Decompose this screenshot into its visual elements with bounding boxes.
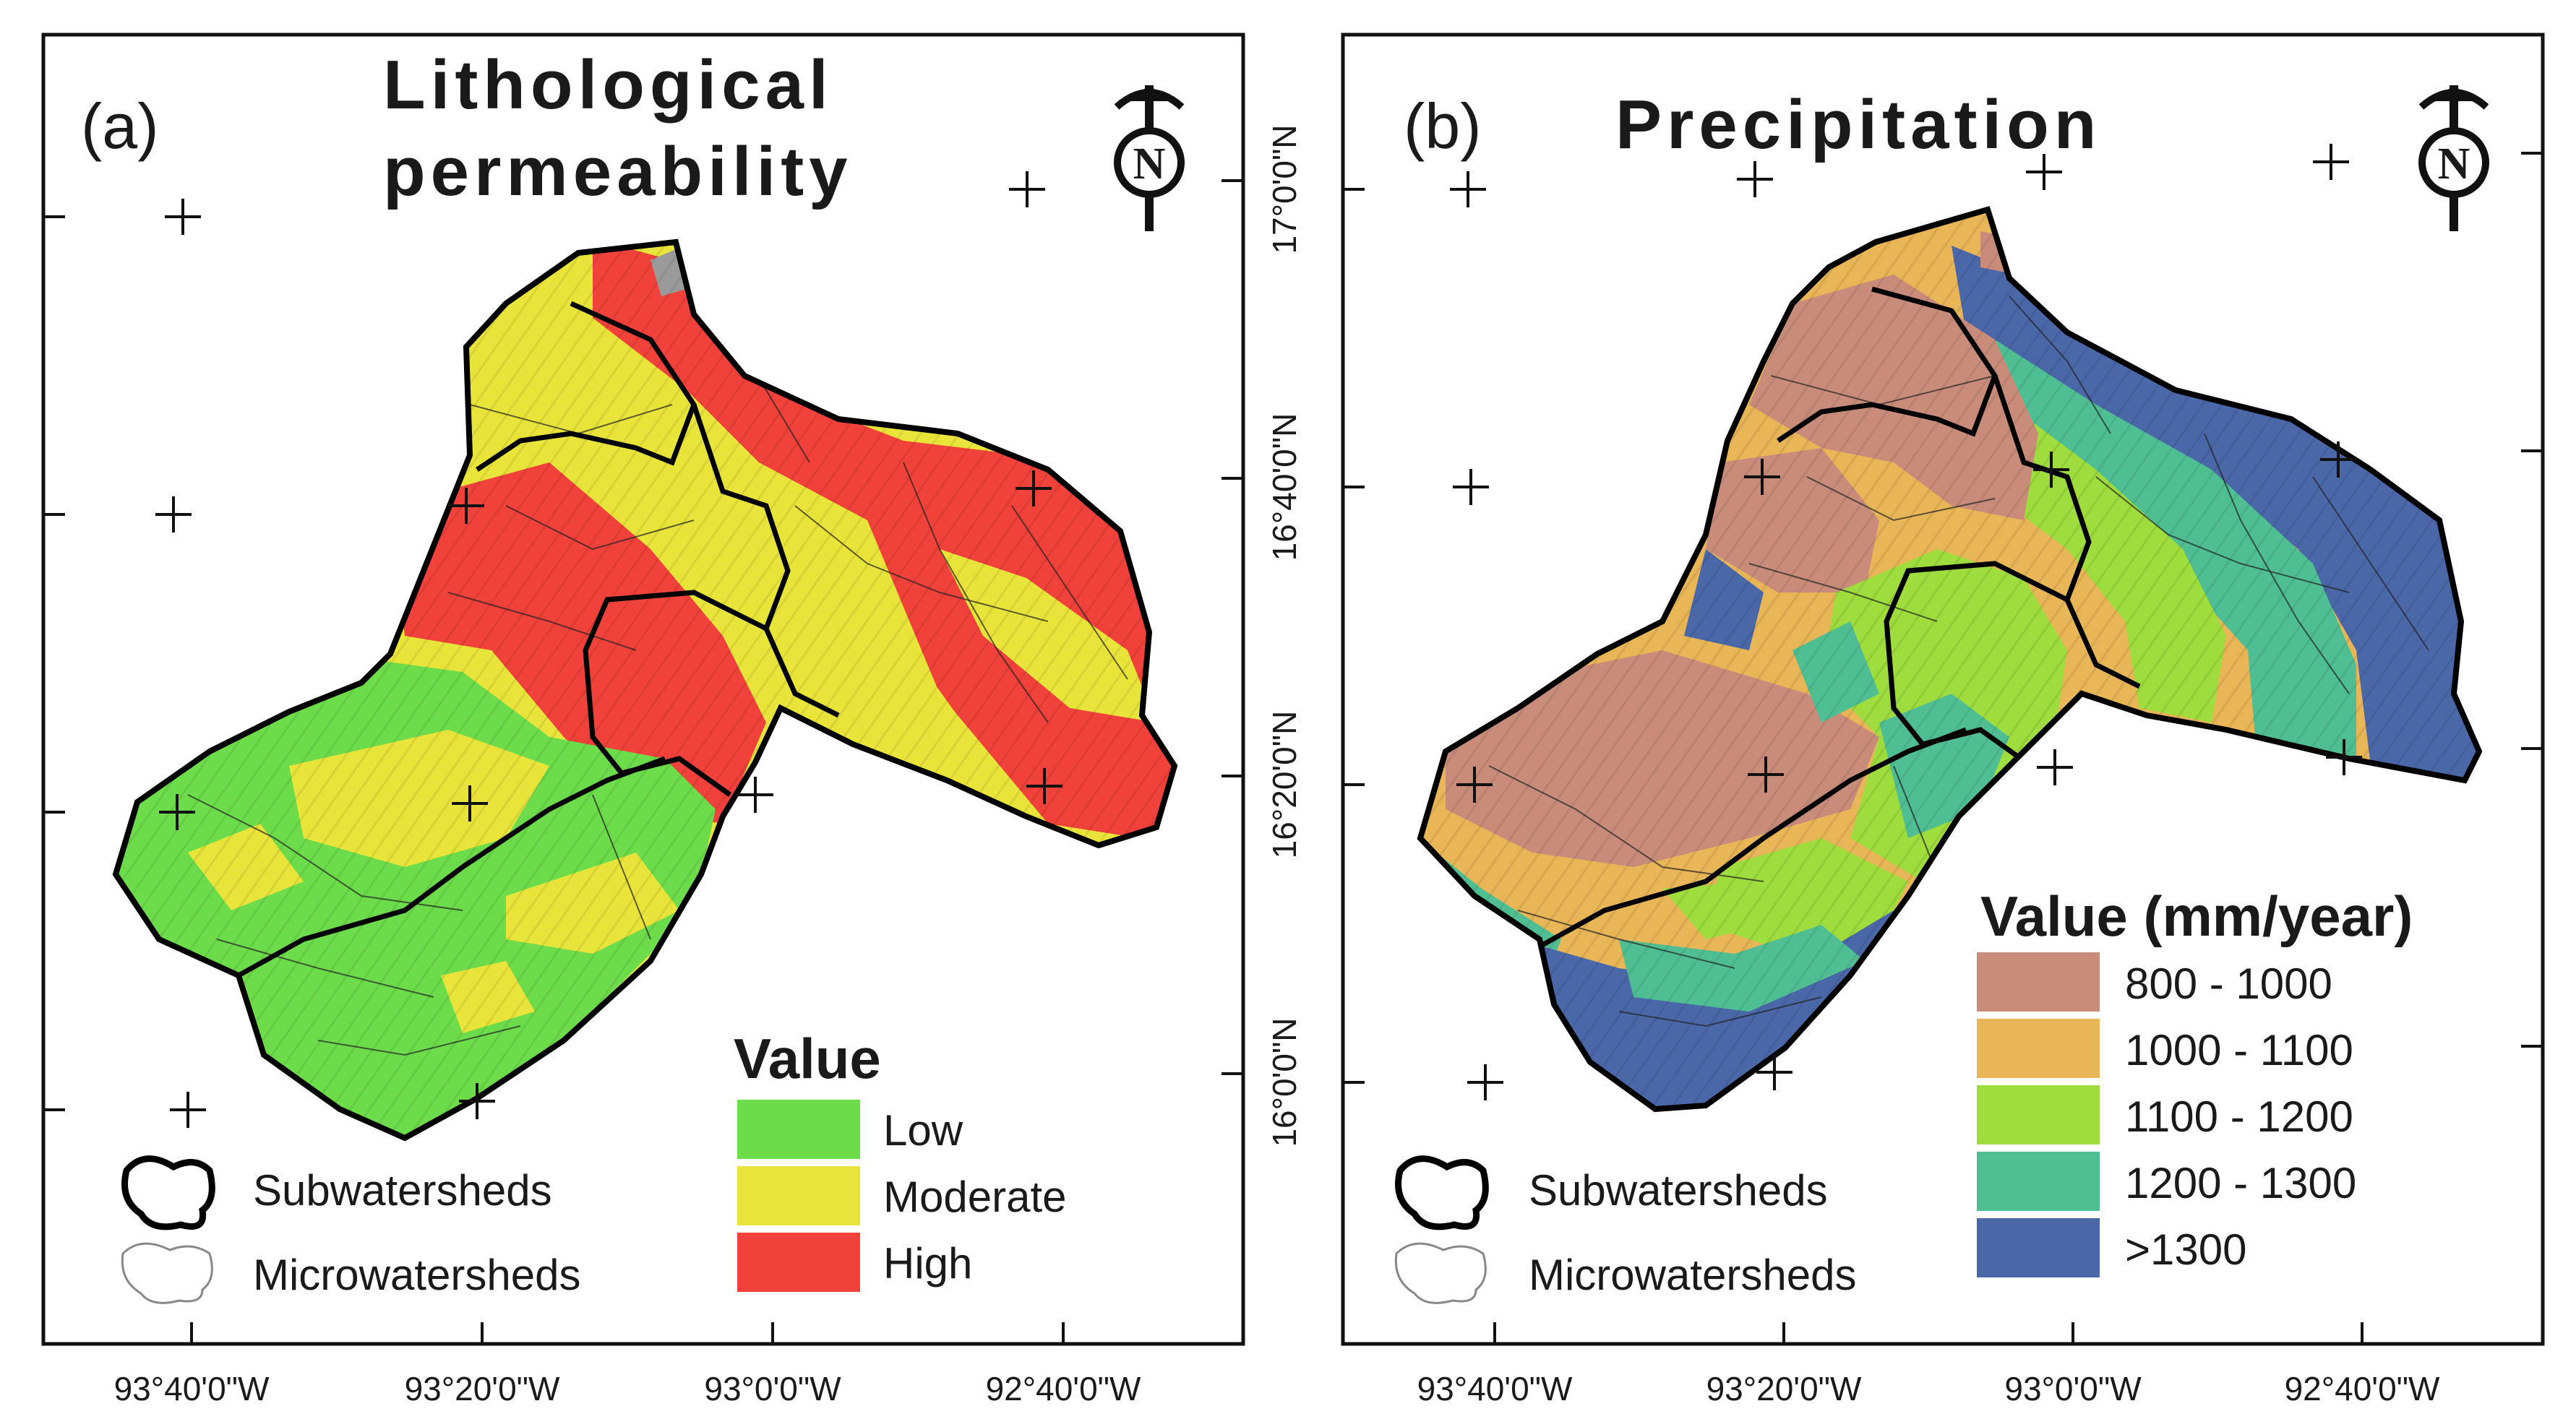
legend-a-label-low: Low — [883, 1106, 963, 1155]
watershed-boundary-a — [112, 238, 1178, 1142]
graticule-b — [1450, 144, 2362, 1100]
x-axis-b: 93°40'0"W 93°20'0"W 93°0'0"W 92°40'0"W — [1417, 1370, 2440, 1407]
microwatershed-symbol-icon-b — [1394, 1242, 1487, 1304]
legend-b-label-5: >1300 — [2125, 1225, 2247, 1274]
legend-a-heading: Value — [734, 1027, 881, 1090]
legend-b-swatch-4 — [1977, 1152, 2100, 1211]
legend-b-swatch-1 — [1977, 952, 2100, 1012]
microwatersheds-label-a: Microwatersheds — [253, 1251, 581, 1299]
legend-b-swatch-3 — [1977, 1085, 2100, 1144]
x-tick-b-2: 93°20'0"W — [1706, 1370, 1862, 1407]
panel-a-side-ticks — [43, 179, 1243, 1344]
x-tick-a-4: 92°40'0"W — [986, 1370, 1141, 1407]
legend-b-swatch-2 — [1977, 1019, 2100, 1078]
x-tick-a-2: 93°20'0"W — [405, 1370, 560, 1407]
x-tick-a-3: 93°0'0"W — [704, 1370, 841, 1407]
y-tick-b-2: 16°40'0"N — [1266, 413, 1303, 561]
legend-b-label-4: 1200 - 1300 — [2125, 1159, 2356, 1207]
x-tick-a-1: 93°40'0"W — [114, 1370, 270, 1407]
panel-a-title-line2: permeability — [383, 133, 853, 210]
x-tick-b-4: 92°40'0"W — [2285, 1370, 2440, 1407]
north-letter-a: N — [1133, 139, 1166, 189]
legend-a-swatch-low — [737, 1100, 860, 1159]
subwatersheds-label-a: Subwatersheds — [253, 1166, 552, 1215]
subwatershed-lines-a — [237, 301, 840, 978]
subwatershed-lines-b — [1538, 286, 2141, 949]
watershed-boundary-b — [1417, 206, 2483, 1113]
x-tick-b-3: 93°0'0"W — [2004, 1370, 2142, 1407]
y-tick-b-3: 16°20'0"N — [1266, 711, 1303, 859]
panel-b-side-ticks — [1343, 152, 2543, 1344]
panel-a: (a) Lithological permeability N Value Lo… — [41, 33, 1245, 1407]
x-axis-a: 93°40'0"W 93°20'0"W 93°0'0"W 92°40'0"W — [114, 1370, 1141, 1407]
boundary-legend-b: Subwatersheds Microwatersheds — [1394, 1155, 1857, 1304]
legend-b: Value (mm/year) 800 - 1000 1000 - 1100 1… — [1977, 884, 2413, 1277]
y-tick-b-1: 17°0'0"N — [1266, 124, 1303, 254]
north-letter-b: N — [2438, 139, 2470, 189]
x-tick-b-1: 93°40'0"W — [1417, 1370, 1573, 1407]
panel-b: 17°0'0"N 16°40'0"N 16°20'0"N 16°0'0"N (b… — [1266, 33, 2545, 1407]
panel-a-label: (a) — [81, 90, 159, 162]
subwatershed-symbol-icon-a — [121, 1155, 215, 1230]
subwatershed-symbol-icon-b — [1395, 1155, 1489, 1230]
legend-a: Value Low Moderate High — [734, 1027, 1066, 1292]
legend-b-swatch-5 — [1977, 1218, 2100, 1277]
boundary-legend-a: Subwatersheds Microwatersheds — [121, 1155, 581, 1304]
y-tick-b-4: 16°0'0"N — [1266, 1017, 1303, 1147]
legend-b-heading: Value (mm/year) — [1980, 884, 2413, 948]
y-axis-b: 17°0'0"N 16°40'0"N 16°20'0"N 16°0'0"N — [1266, 124, 1303, 1147]
microwatershed-symbol-icon-a — [121, 1242, 213, 1304]
graticule-a — [155, 171, 1062, 1128]
microwatershed-lines-b — [1488, 296, 2429, 1027]
north-arrow-icon-a: N — [1114, 85, 1185, 231]
legend-a-label-high: High — [883, 1239, 972, 1288]
microwatersheds-label-b: Microwatersheds — [1529, 1251, 1857, 1299]
legend-a-swatch-high — [737, 1233, 860, 1292]
panel-a-title-line1: Lithological — [383, 46, 833, 124]
subwatersheds-label-b: Subwatersheds — [1529, 1166, 1828, 1215]
legend-b-label-1: 800 - 1000 — [2125, 960, 2332, 1008]
north-arrow-icon-b: N — [2418, 85, 2489, 231]
legend-b-label-2: 1000 - 1100 — [2125, 1026, 2353, 1074]
panel-b-label: (b) — [1404, 90, 1482, 162]
legend-a-label-moderate: Moderate — [883, 1173, 1066, 1221]
legend-a-swatch-moderate — [737, 1166, 860, 1225]
legend-b-label-3: 1100 - 1200 — [2125, 1092, 2353, 1141]
panel-b-title: Precipitation — [1615, 86, 2101, 163]
